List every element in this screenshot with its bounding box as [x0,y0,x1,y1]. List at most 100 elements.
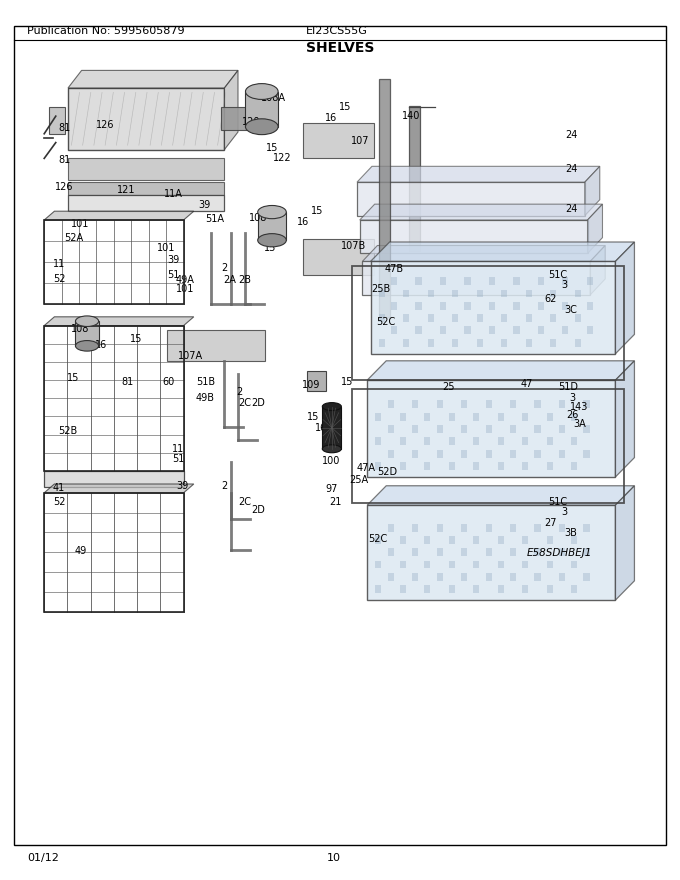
Bar [538,302,544,310]
Bar [538,277,544,285]
Bar [449,437,455,445]
Bar [412,450,418,458]
Bar [583,548,590,556]
Bar [562,326,568,334]
Text: 109: 109 [302,380,321,391]
Bar [388,548,394,556]
Bar [379,79,390,317]
Bar [486,400,492,408]
Bar [449,413,455,421]
Text: 47: 47 [521,378,533,389]
Bar [391,277,397,285]
Text: 11: 11 [172,444,184,454]
Bar [360,220,588,253]
Bar [322,407,341,449]
Bar [510,573,516,581]
Bar [571,437,577,445]
Bar [409,106,420,251]
Bar [44,326,184,471]
Ellipse shape [258,206,286,219]
Text: 15: 15 [311,206,324,216]
Text: 52D: 52D [377,466,398,477]
Text: 107B: 107B [341,241,367,252]
Bar [307,371,326,391]
Bar [550,290,556,297]
Polygon shape [585,166,600,216]
Text: 52: 52 [53,496,65,507]
Bar [575,314,581,322]
Text: 2: 2 [236,387,243,398]
Bar [400,585,406,593]
Polygon shape [615,486,634,600]
Bar [473,585,479,593]
Text: E58SDHBEJ1: E58SDHBEJ1 [527,547,592,558]
Bar [461,450,467,458]
Polygon shape [367,361,634,380]
Bar [486,573,492,581]
Ellipse shape [75,341,99,351]
Bar [379,290,385,297]
Text: 39: 39 [176,480,188,491]
Bar [575,339,581,347]
Bar [522,585,528,593]
Bar [522,462,528,470]
Bar [489,326,495,334]
Bar [167,330,265,361]
Bar [473,561,479,568]
Text: 51C: 51C [548,270,567,281]
Bar [538,326,544,334]
Ellipse shape [75,316,99,326]
Bar [547,437,553,445]
Bar [486,548,492,556]
Bar [522,536,528,544]
Text: 15: 15 [67,373,80,384]
Bar [424,561,430,568]
Bar [371,261,615,354]
Bar [587,277,593,285]
Bar [49,107,65,134]
Text: 52C: 52C [376,317,395,327]
Bar [375,413,381,421]
Polygon shape [615,361,634,477]
Bar [388,573,394,581]
Text: 108A: 108A [261,92,286,103]
Bar [375,561,381,568]
Text: 3: 3 [561,507,568,517]
Bar [547,585,553,593]
Bar [400,561,406,568]
Bar [534,425,541,433]
Bar [473,462,479,470]
Bar [44,471,184,487]
Bar [486,450,492,458]
Bar [526,314,532,322]
Bar [513,302,520,310]
Text: 101: 101 [71,219,90,230]
Text: 140: 140 [402,111,421,121]
Text: 51: 51 [167,269,180,280]
Bar [379,314,385,322]
Text: 16: 16 [296,216,309,227]
Text: 15: 15 [130,334,142,344]
Bar [461,548,467,556]
Text: 10: 10 [326,853,341,863]
Bar [461,400,467,408]
Bar [522,561,528,568]
Text: 15: 15 [341,377,353,387]
Polygon shape [367,486,634,505]
Text: 81: 81 [122,377,134,387]
Ellipse shape [322,403,341,410]
Bar [440,277,446,285]
Bar [412,425,418,433]
Text: 107: 107 [351,136,370,146]
Text: 81: 81 [58,122,71,133]
Bar [375,437,381,445]
Bar [461,573,467,581]
Bar [44,220,184,304]
Bar [400,462,406,470]
Text: 2C: 2C [238,398,252,408]
Bar [583,573,590,581]
Text: 107A: 107A [178,350,203,361]
Bar [583,400,590,408]
Polygon shape [371,242,634,261]
Text: 49A: 49A [175,275,194,285]
